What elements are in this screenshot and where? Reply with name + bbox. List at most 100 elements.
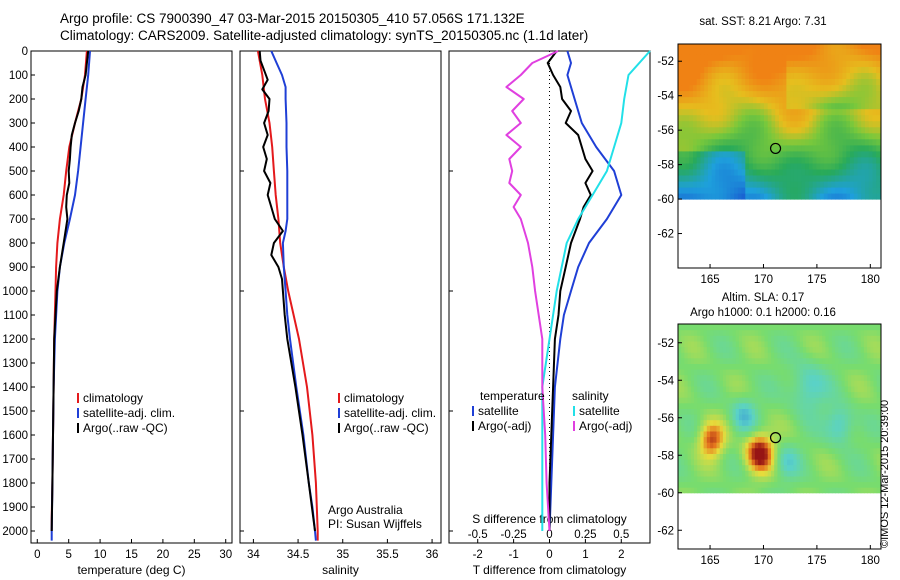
heatmap-cell <box>729 369 734 376</box>
heatmap-cell <box>803 397 807 404</box>
heatmap-cell <box>853 150 859 158</box>
heatmap-cell <box>751 453 756 460</box>
heatmap-cell <box>678 419 682 426</box>
heatmap-cell <box>719 459 724 466</box>
heatmap-cell <box>751 442 756 449</box>
heatmap-cell <box>694 459 698 466</box>
heatmap-cell <box>872 78 877 86</box>
heatmap-cell <box>827 138 832 146</box>
heatmap-cell <box>782 60 787 67</box>
heatmap-cell <box>819 459 823 466</box>
heatmap-cell <box>681 397 685 404</box>
heatmap-cell <box>760 108 765 116</box>
heatmap-cell <box>681 96 686 104</box>
heatmap-cell <box>697 430 701 438</box>
heatmap-cell <box>690 340 695 348</box>
heatmap-cell <box>841 430 846 438</box>
heatmap-cell <box>684 414 689 421</box>
heatmap-cell <box>700 162 705 170</box>
heatmap-cell <box>760 193 765 200</box>
heatmap-cell <box>801 114 806 122</box>
heatmap-cell <box>760 90 765 98</box>
heatmap-cell <box>816 54 821 61</box>
heatmap-cell <box>876 60 881 67</box>
heatmap-cell <box>790 126 795 134</box>
heatmap-cell <box>801 54 806 61</box>
heatmap-cell <box>865 48 870 55</box>
heatmap-cell <box>825 346 830 353</box>
heatmap-cell <box>690 475 695 483</box>
heatmap-cell <box>749 90 754 98</box>
heatmap-cell <box>738 352 743 359</box>
heatmap-cell <box>703 402 708 409</box>
heatmap-cell <box>771 324 775 331</box>
heatmap-cell <box>684 397 689 404</box>
heatmap-cell <box>722 419 727 426</box>
heatmap-cell <box>790 464 794 471</box>
heatmap-cell <box>684 453 689 460</box>
heatmap-cell <box>684 335 689 342</box>
heatmap-cell <box>865 108 870 116</box>
heatmap-cell <box>870 352 875 359</box>
heatmap-cell <box>838 470 843 477</box>
heatmap-cell <box>838 324 843 331</box>
heatmap-cell <box>713 391 718 398</box>
heatmap-cell <box>805 96 810 104</box>
heatmap-cell <box>729 464 734 471</box>
heatmap-cell <box>726 430 730 438</box>
heatmap-cell <box>752 72 758 79</box>
x-axis-title: T difference from climatology <box>473 563 627 577</box>
heatmap-cell <box>861 126 866 134</box>
heatmap-cell <box>722 175 728 182</box>
heatmap-cell <box>815 481 820 488</box>
heatmap-cell <box>737 114 743 122</box>
heatmap-cell <box>690 374 695 381</box>
heatmap-cell <box>861 108 866 116</box>
heatmap-cell <box>764 48 769 55</box>
heatmap-cell <box>745 374 750 381</box>
heatmap-cell <box>793 408 798 415</box>
heatmap-cell <box>780 453 785 460</box>
heatmap-cell <box>696 102 701 110</box>
heatmap-cell <box>799 464 804 471</box>
heatmap-cell <box>689 114 694 122</box>
heatmap-cell <box>700 340 705 348</box>
heatmap-cell <box>741 181 746 188</box>
heatmap-cell <box>775 162 780 170</box>
heatmap-cell <box>865 181 870 188</box>
heatmap-cell <box>730 102 735 110</box>
heatmap-cell <box>711 96 716 104</box>
heatmap-cell <box>700 90 705 98</box>
heatmap-cell <box>752 54 758 61</box>
heatmap-cell <box>742 391 746 398</box>
heatmap-cell <box>758 470 762 477</box>
heatmap-cell <box>853 60 859 67</box>
heatmap-cell <box>729 481 734 488</box>
heatmap-cell <box>846 60 851 67</box>
heatmap-cell <box>689 168 694 176</box>
heatmap-cell <box>726 48 731 55</box>
heatmap-cell <box>764 156 769 164</box>
heatmap-cell <box>690 357 695 364</box>
heatmap-cell <box>777 397 782 404</box>
heatmap-cell <box>700 385 705 393</box>
heatmap-cell <box>734 181 739 188</box>
heatmap-cell <box>775 181 780 188</box>
heatmap-cell <box>876 78 881 86</box>
heatmap-cell <box>797 162 802 170</box>
heatmap-cell <box>681 175 686 182</box>
heatmap-cell <box>751 374 756 381</box>
heatmap-cell <box>767 352 772 359</box>
heatmap-cell <box>847 442 852 449</box>
heatmap-cell <box>707 102 713 110</box>
heatmap-cell <box>782 96 787 104</box>
heatmap-cell <box>808 126 814 134</box>
heatmap-cell <box>816 162 821 170</box>
heatmap-cell <box>876 346 881 353</box>
heatmap-cell <box>863 414 868 421</box>
heatmap-cell <box>857 425 862 432</box>
heatmap-cell <box>816 114 821 122</box>
heatmap-cell <box>809 442 814 449</box>
heatmap-cell <box>873 464 878 471</box>
heatmap-cell <box>767 181 772 188</box>
